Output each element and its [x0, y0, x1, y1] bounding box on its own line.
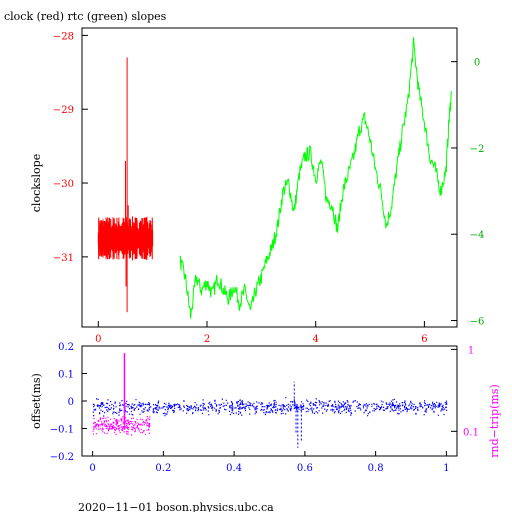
bottom-y-tick-label: −0.2	[50, 452, 74, 463]
bottom-x-tick-label: 0.4	[226, 463, 242, 474]
top-axes: 0 2 4 6 −28 −29 −30 −31 0 −2 −4 −6	[53, 31, 484, 345]
top-y-axis-label: clockslope	[30, 154, 43, 212]
bottom-y2-tick-label: 1	[468, 345, 474, 356]
bottom-series-group	[92, 353, 448, 448]
top-plot-frame	[81, 27, 458, 328]
bottom-x-tick-label: 0.8	[368, 463, 384, 474]
footer-text: 2020−11−01 boson.physics.ubc.ca	[78, 501, 274, 512]
bottom-y2-axis-label: rnd−trip(ms)	[488, 384, 501, 458]
bottom-y-axis-label: offset(ms)	[30, 373, 43, 429]
top-y-tick-label: −30	[53, 179, 74, 190]
top-y2-tick-label: −4	[470, 230, 485, 241]
bottom-x-tick-label: 0.2	[155, 463, 171, 474]
top-chart: 0 2 4 6 −28 −29 −30 −31 0 −2 −4 −6 clockslope	[30, 27, 484, 345]
bottom-chart: 0 0.2 0.4 0.6 0.8 1 0.2 0.1 0 −0.1 −0.2 1 0.1 offset…	[30, 342, 501, 474]
bottom-x-tick-label: 0	[89, 463, 95, 474]
top-series-group	[97, 37, 453, 319]
top-y2-tick-label: −2	[470, 144, 485, 155]
bottom-x-tick-label: 1	[443, 463, 449, 474]
top-y2-tick-label: −6	[470, 317, 485, 328]
magenta-roundtrip-points	[92, 416, 151, 436]
top-x-tick-label: 2	[204, 334, 210, 345]
chart-title: clock (red) rtc (green) slopes	[4, 10, 167, 23]
top-y-tick-label: −29	[53, 105, 74, 116]
bottom-y2-tick-label: 0.1	[463, 427, 479, 438]
top-y2-tick-label: 0	[474, 58, 480, 69]
top-x-tick-label: 0	[95, 334, 101, 345]
green-rtc-slope-line	[179, 37, 453, 319]
bottom-x-tick-label: 0.6	[297, 463, 313, 474]
top-x-tick-label: 4	[313, 334, 319, 345]
bottom-y-tick-label: 0.2	[58, 342, 74, 353]
bottom-plot-frame	[81, 345, 458, 457]
top-x-tick-label: 6	[421, 334, 427, 345]
top-y-tick-label: −28	[53, 31, 74, 42]
bottom-axes: 0 0.2 0.4 0.6 0.8 1 0.2 0.1 0 −0.1 −0.2 1 0.1	[50, 342, 479, 474]
top-y-tick-label: −31	[53, 253, 74, 264]
bottom-y-tick-label: 0	[68, 397, 74, 408]
bottom-y-tick-label: 0.1	[58, 370, 74, 381]
blue-offset-points	[92, 397, 448, 417]
bottom-y-tick-label: −0.1	[50, 425, 74, 436]
